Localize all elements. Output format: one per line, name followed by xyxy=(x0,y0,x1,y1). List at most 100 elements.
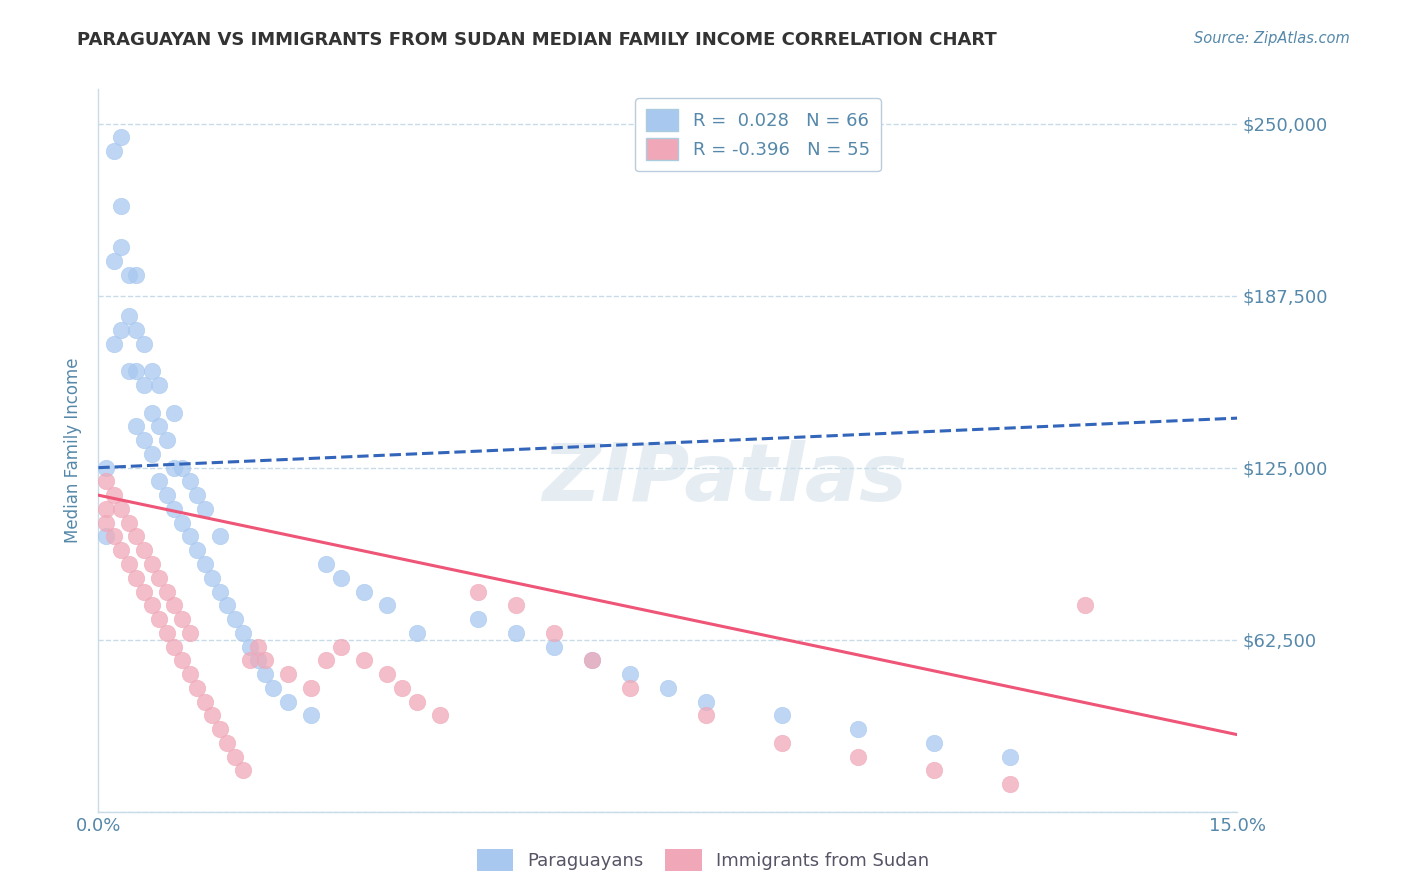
Point xyxy=(224,612,246,626)
Point xyxy=(118,557,141,571)
Point xyxy=(315,557,337,571)
Point xyxy=(375,667,398,681)
Point xyxy=(141,406,163,420)
Point xyxy=(657,681,679,695)
Point xyxy=(770,708,793,723)
Point xyxy=(299,681,322,695)
Point xyxy=(186,543,208,558)
Point xyxy=(148,419,170,434)
Point xyxy=(179,667,201,681)
Point xyxy=(103,336,125,351)
Point xyxy=(239,653,262,667)
Point xyxy=(208,722,231,736)
Point xyxy=(246,653,269,667)
Y-axis label: Median Family Income: Median Family Income xyxy=(65,358,83,543)
Point xyxy=(194,502,217,516)
Point xyxy=(156,584,179,599)
Legend: Paraguayans, Immigrants from Sudan: Paraguayans, Immigrants from Sudan xyxy=(470,842,936,879)
Point xyxy=(125,268,148,282)
Point xyxy=(170,516,193,530)
Point xyxy=(141,557,163,571)
Point xyxy=(224,749,246,764)
Point xyxy=(770,736,793,750)
Point xyxy=(163,406,186,420)
Point xyxy=(110,543,132,558)
Point xyxy=(262,681,284,695)
Point xyxy=(330,571,353,585)
Point xyxy=(156,488,179,502)
Point xyxy=(118,310,141,324)
Point xyxy=(232,625,254,640)
Point xyxy=(141,447,163,461)
Point xyxy=(103,529,125,543)
Point xyxy=(125,529,148,543)
Point xyxy=(922,736,945,750)
Point xyxy=(186,488,208,502)
Legend: R =  0.028   N = 66, R = -0.396   N = 55: R = 0.028 N = 66, R = -0.396 N = 55 xyxy=(636,98,882,171)
Point xyxy=(110,240,132,254)
Point xyxy=(254,667,277,681)
Point xyxy=(619,681,641,695)
Point xyxy=(467,612,489,626)
Point xyxy=(406,625,429,640)
Point xyxy=(217,599,239,613)
Point xyxy=(132,543,155,558)
Point xyxy=(125,571,148,585)
Point xyxy=(125,419,148,434)
Point xyxy=(170,612,193,626)
Point xyxy=(156,433,179,447)
Point xyxy=(103,254,125,268)
Text: PARAGUAYAN VS IMMIGRANTS FROM SUDAN MEDIAN FAMILY INCOME CORRELATION CHART: PARAGUAYAN VS IMMIGRANTS FROM SUDAN MEDI… xyxy=(77,31,997,49)
Point xyxy=(110,502,132,516)
Point xyxy=(406,695,429,709)
Point xyxy=(543,625,565,640)
Point xyxy=(141,599,163,613)
Point xyxy=(179,529,201,543)
Text: ZIPatlas: ZIPatlas xyxy=(543,441,907,518)
Point xyxy=(1074,599,1097,613)
Point xyxy=(299,708,322,723)
Point xyxy=(118,268,141,282)
Point xyxy=(391,681,413,695)
Point xyxy=(163,460,186,475)
Point xyxy=(998,777,1021,791)
Point xyxy=(695,695,717,709)
Point xyxy=(846,722,869,736)
Point xyxy=(543,640,565,654)
Point xyxy=(132,584,155,599)
Point xyxy=(125,323,148,337)
Point xyxy=(846,749,869,764)
Point xyxy=(179,475,201,489)
Point xyxy=(208,584,231,599)
Point xyxy=(581,653,603,667)
Point xyxy=(94,529,117,543)
Point xyxy=(186,681,208,695)
Point xyxy=(194,695,217,709)
Point xyxy=(103,144,125,158)
Point xyxy=(505,599,527,613)
Point xyxy=(163,599,186,613)
Point xyxy=(695,708,717,723)
Point xyxy=(201,571,224,585)
Point xyxy=(148,475,170,489)
Point xyxy=(998,749,1021,764)
Point xyxy=(132,378,155,392)
Point xyxy=(94,460,117,475)
Point xyxy=(103,488,125,502)
Point xyxy=(315,653,337,667)
Point xyxy=(467,584,489,599)
Point xyxy=(132,336,155,351)
Point xyxy=(125,364,148,378)
Point xyxy=(619,667,641,681)
Point xyxy=(110,199,132,213)
Point xyxy=(505,625,527,640)
Point xyxy=(330,640,353,654)
Point xyxy=(156,625,179,640)
Point xyxy=(118,516,141,530)
Point xyxy=(141,364,163,378)
Point xyxy=(922,764,945,778)
Point xyxy=(277,667,299,681)
Point xyxy=(163,502,186,516)
Point xyxy=(375,599,398,613)
Point xyxy=(132,433,155,447)
